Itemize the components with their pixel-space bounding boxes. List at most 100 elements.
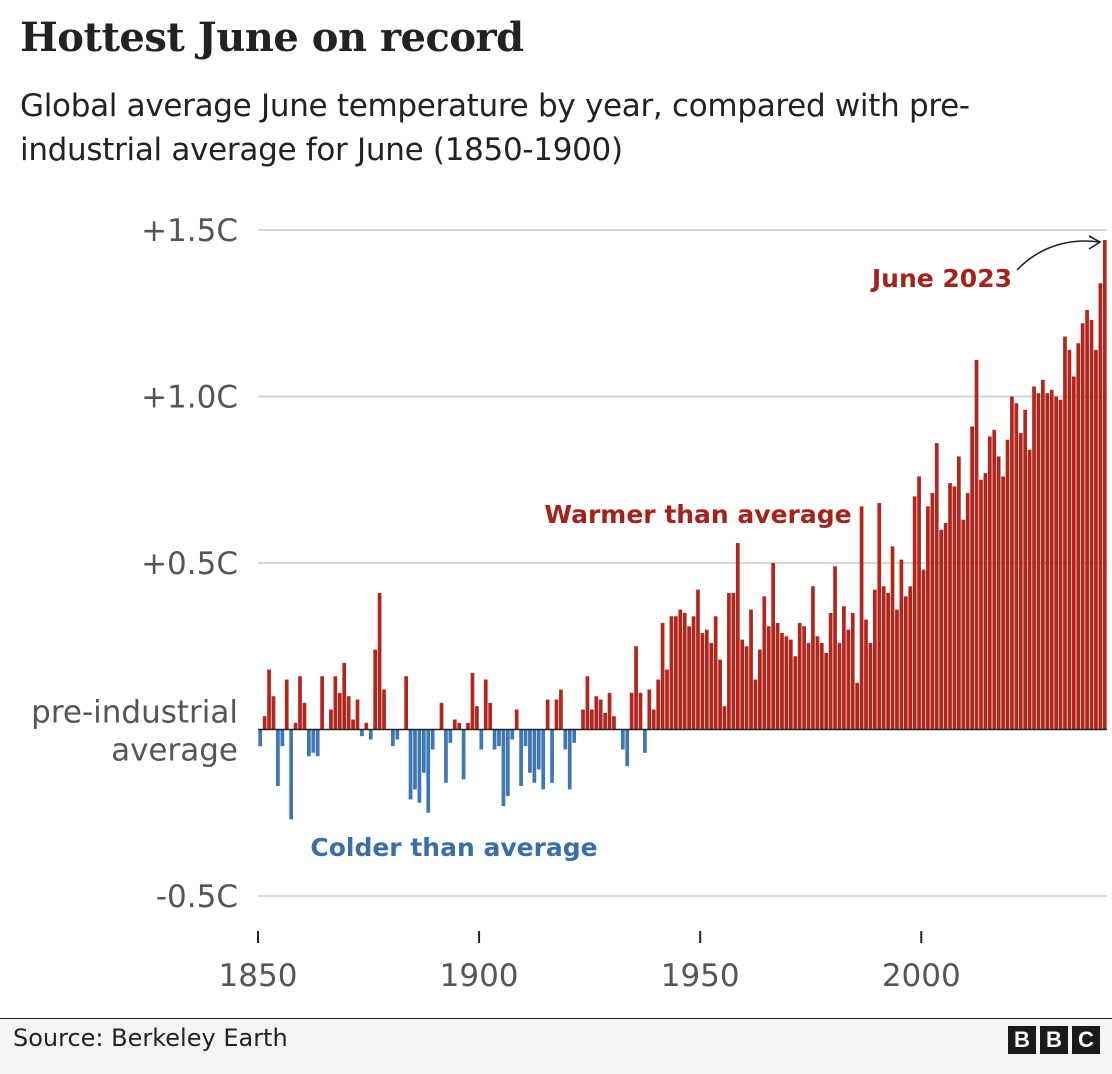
bar <box>682 612 687 730</box>
source-note: Source: Berkeley Earth <box>13 1024 288 1052</box>
bar <box>864 619 868 730</box>
bar <box>696 589 700 730</box>
bar <box>824 652 829 730</box>
bar <box>333 676 338 730</box>
bar <box>890 546 895 730</box>
bar <box>965 493 970 730</box>
bar <box>815 636 820 730</box>
bar <box>974 359 979 730</box>
bar <box>709 642 714 730</box>
latest-year-annotation: June 2023 <box>870 264 1012 293</box>
bar <box>921 569 926 730</box>
bar <box>1076 343 1081 730</box>
bar <box>373 649 378 730</box>
bar <box>510 729 515 740</box>
bar <box>1049 389 1054 730</box>
baseline-label: average <box>111 733 238 769</box>
bar <box>811 586 815 730</box>
bar <box>320 676 324 730</box>
baseline-label: pre-industrial <box>31 695 238 731</box>
bar <box>483 679 488 730</box>
bar <box>355 699 360 730</box>
bar <box>903 596 908 730</box>
bar <box>351 719 355 730</box>
bar <box>280 729 285 747</box>
bar <box>784 636 789 730</box>
bar <box>505 729 510 797</box>
bbc-logo: B B C <box>1008 1026 1100 1054</box>
bar <box>594 696 599 730</box>
bar <box>987 436 992 730</box>
bar <box>943 523 948 730</box>
bar <box>368 729 373 740</box>
bar <box>1063 336 1067 730</box>
bar <box>581 709 585 730</box>
bar <box>523 729 528 747</box>
bar <box>881 586 886 730</box>
bar <box>1071 376 1076 730</box>
bar <box>1058 399 1063 730</box>
bar <box>612 716 616 730</box>
bar <box>479 729 484 750</box>
bar <box>475 706 479 730</box>
bar <box>753 679 758 730</box>
bar <box>674 616 678 730</box>
chart-subtitle: Global average June temperature by year,… <box>20 88 970 168</box>
bar <box>899 559 904 730</box>
bar <box>1036 393 1041 730</box>
bar <box>740 639 745 730</box>
y-tick-label: +0.5C <box>141 546 238 582</box>
bar <box>258 729 263 747</box>
bar <box>886 592 890 730</box>
bar <box>346 696 351 730</box>
bar <box>912 496 917 730</box>
bar <box>276 729 280 787</box>
bar <box>267 669 271 730</box>
bar <box>302 702 307 730</box>
bar <box>727 592 731 730</box>
bar <box>855 682 860 730</box>
bar <box>908 586 913 730</box>
bar <box>643 729 647 753</box>
bar <box>1041 379 1045 730</box>
bar <box>360 729 364 737</box>
bar <box>457 722 462 730</box>
bar <box>452 719 457 730</box>
bar <box>780 632 784 730</box>
bar <box>806 642 811 730</box>
bar <box>536 729 541 770</box>
bar <box>1085 309 1089 730</box>
bbc-logo-letter: C <box>1072 1026 1100 1054</box>
bar <box>417 729 422 803</box>
bar-chart: +1.5C +1.0C +0.5C -0.5C pre-industrialaverag… <box>31 213 1107 994</box>
bar <box>691 616 696 730</box>
bar <box>501 729 506 807</box>
bar <box>749 609 753 730</box>
bar <box>289 729 294 820</box>
bar <box>850 612 855 730</box>
bar <box>271 696 276 730</box>
bar <box>426 729 431 813</box>
bar <box>961 519 966 730</box>
bar <box>788 639 793 730</box>
bar <box>1001 476 1005 730</box>
gridlines <box>258 229 1107 897</box>
bar <box>744 646 749 730</box>
bar <box>930 493 935 730</box>
bar <box>461 729 466 780</box>
bar <box>1054 396 1059 730</box>
bar <box>293 722 298 730</box>
bar <box>625 729 630 767</box>
y-tick-label: -0.5C <box>156 879 238 915</box>
bar <box>704 629 709 730</box>
bar <box>382 689 386 730</box>
warmer-annotation: Warmer than average <box>544 500 851 529</box>
bar <box>793 656 798 730</box>
x-tick-label: 2000 <box>882 958 961 994</box>
bar <box>364 722 369 730</box>
bar <box>395 729 400 740</box>
bar <box>758 649 762 730</box>
bar <box>1094 349 1098 730</box>
bar <box>665 669 669 730</box>
bar <box>895 609 899 730</box>
